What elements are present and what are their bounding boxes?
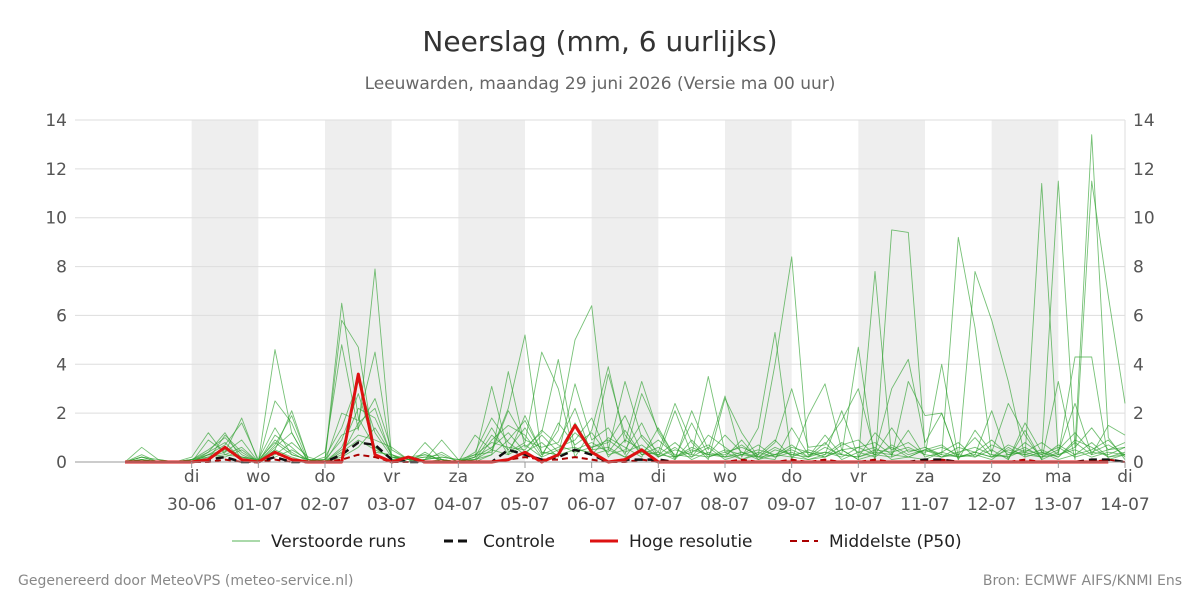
ensemble-lines [124,134,1126,463]
shade-band [725,120,792,462]
x-tick-day: za [449,467,468,487]
x-tick-date: 04-07 [434,495,483,515]
x-tick-day: di [184,467,200,487]
x-tick-day: vr [850,467,867,487]
y-tick-label-right: 10 [1133,209,1155,229]
chart-subtitle: Leeuwarden, maandag 29 juni 2026 (Versie… [365,74,836,94]
x-tick-date: 08-07 [700,495,749,515]
shade-band [458,120,525,462]
y-tick-label-right: 12 [1133,160,1155,180]
shade-band [591,120,659,462]
ensemble-member-line [124,427,1126,463]
x-tick-date: 12-07 [967,495,1016,515]
x-tick-date: 06-07 [567,495,616,515]
axes: 0 0 2 2 4 4 6 6 8 8 10 10 12 12 14 14 di 30-06 wo 01-07 do 02… [45,111,1154,515]
y-tick-label-left: 0 [56,453,67,473]
x-tick-date: 30-06 [167,495,216,515]
x-tick-date: 13-07 [1034,495,1083,515]
x-tick-date: 11-07 [900,495,949,515]
ensemble-member-line [124,420,1126,463]
shade-band [325,120,392,462]
x-tick-date: 03-07 [367,495,416,515]
shade-band [991,120,1059,462]
ensemble-member-line [124,398,1126,463]
y-tick-label-right: 6 [1133,306,1144,326]
x-tick-day: ma [1045,467,1072,487]
y-tick-label-left: 12 [45,160,67,180]
weekend-shading [191,120,1059,462]
y-tick-label-right: 8 [1133,258,1144,278]
x-tick-date: 10-07 [834,495,883,515]
y-tick-label-left: 6 [56,306,67,326]
y-tick-label-left: 14 [45,111,67,131]
legend-label-ensemble: Verstoorde runs [271,532,406,552]
x-tick-day: wo [713,467,737,487]
x-tick-day: di [1117,467,1133,487]
legend-label-p50: Middelste (P50) [829,532,962,552]
x-tick-day: vr [383,467,400,487]
x-tick-date: 14-07 [1100,495,1149,515]
y-tick-label-left: 8 [56,258,67,278]
x-tick-date: 07-07 [634,495,683,515]
y-tick-label-right: 0 [1133,453,1144,473]
y-tick-label-right: 14 [1133,111,1155,131]
legend-label-high_res: Hoge resolutie [629,532,753,552]
y-tick-label-left: 2 [56,404,67,424]
x-tick-date: 01-07 [234,495,283,515]
ensemble-member-line [124,180,1126,463]
shade-band [191,120,259,462]
chart-title: Neerslag (mm, 6 uurlijks) [422,25,777,58]
shade-band [858,120,925,462]
ensemble-member-line [125,439,1126,463]
footer-source: Bron: ECMWF AIFS/KNMI Ens [983,573,1182,589]
legend[interactable]: Verstoorde runs Controle Hoge resolutie Mid… [232,532,962,552]
y-tick-label-left: 4 [56,355,67,375]
x-tick-day: zo [515,467,534,487]
x-tick-day: do [314,467,335,487]
legend-label-control: Controle [483,532,555,552]
x-tick-date: 05-07 [500,495,549,515]
x-tick-day: wo [246,467,270,487]
x-tick-day: do [781,467,802,487]
footer-generator: Gegenereerd door MeteoVPS (meteo-service… [18,573,353,589]
y-tick-label-left: 10 [45,209,67,229]
x-tick-date: 02-07 [300,495,349,515]
x-tick-day: za [915,467,934,487]
y-tick-label-right: 2 [1133,404,1144,424]
x-tick-day: ma [578,467,605,487]
x-tick-date: 09-07 [767,495,816,515]
x-tick-day: di [651,467,667,487]
y-tick-label-right: 4 [1133,355,1144,375]
x-tick-day: zo [982,467,1001,487]
